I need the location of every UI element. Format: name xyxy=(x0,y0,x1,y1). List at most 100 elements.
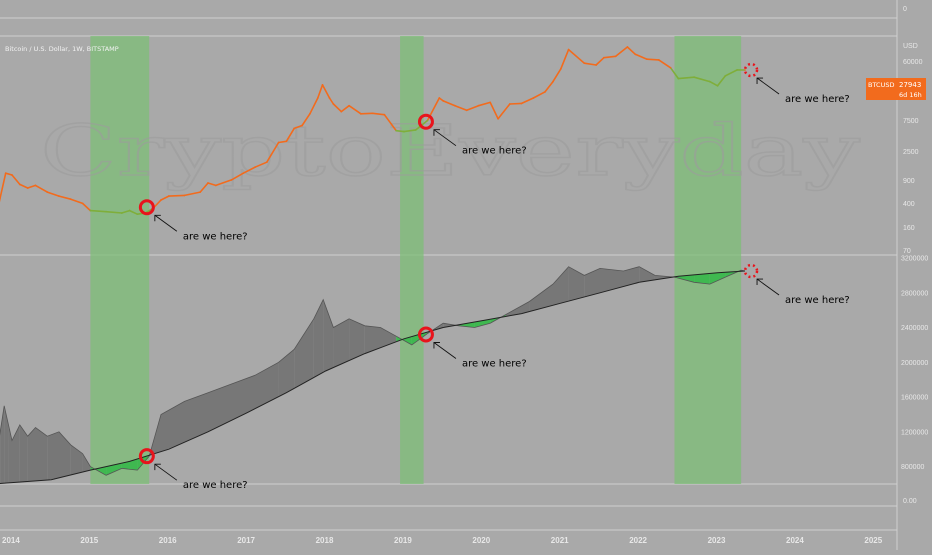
time-axis-tick: 2017 xyxy=(237,536,255,545)
price-point xyxy=(439,97,441,99)
price-point xyxy=(70,198,72,200)
time-axis-tick: 2022 xyxy=(629,536,647,545)
indicator-scale-zero-tick: 0.00 xyxy=(903,498,917,505)
price-point xyxy=(199,191,201,193)
price-point xyxy=(595,64,597,66)
price-scale-tick: 400 xyxy=(903,201,915,208)
price-line-segment xyxy=(90,211,106,212)
price-point xyxy=(568,49,570,51)
price-point xyxy=(329,97,331,99)
indicator-annotation-label-2: are we here? xyxy=(462,358,527,369)
price-point xyxy=(372,113,374,115)
indicator-area-segment xyxy=(36,428,48,481)
indicator-annotation-label-3: are we here? xyxy=(785,295,850,306)
price-scale-unit: USD xyxy=(903,43,918,50)
price-scale-tick: 70 xyxy=(903,248,911,255)
highlight-zone-3 xyxy=(674,36,741,484)
price-point xyxy=(744,69,746,71)
price-point xyxy=(678,78,680,80)
price-point xyxy=(254,166,256,168)
price-point xyxy=(670,67,672,69)
price-point xyxy=(717,85,719,87)
price-line-segment xyxy=(169,195,185,196)
highlight-zone-1 xyxy=(90,36,149,484)
time-axis-tick: 2023 xyxy=(708,536,726,545)
price-point xyxy=(560,68,562,70)
price-point xyxy=(121,212,123,214)
price-point xyxy=(19,184,21,186)
price-point xyxy=(489,102,491,104)
time-axis-tick: 2019 xyxy=(394,536,412,545)
price-point xyxy=(360,113,362,115)
price-point xyxy=(497,118,499,120)
price-annotation-label-2: are we here? xyxy=(462,146,527,157)
price-point xyxy=(82,203,84,205)
indicator-scale-tick: 1200000 xyxy=(901,429,928,436)
price-point xyxy=(215,185,217,187)
price-point xyxy=(509,103,511,105)
price-point xyxy=(395,130,397,132)
highlight-zone-2 xyxy=(400,36,424,484)
price-point xyxy=(348,105,350,107)
price-point xyxy=(658,59,660,61)
price-point xyxy=(333,103,335,105)
price-point xyxy=(693,76,695,78)
price-point xyxy=(552,81,554,83)
price-point xyxy=(309,113,311,115)
price-point xyxy=(5,172,7,174)
price-point xyxy=(736,69,738,71)
time-axis-tick: 2018 xyxy=(316,536,334,545)
price-point xyxy=(627,46,629,48)
price-scale-tick: 900 xyxy=(903,178,915,185)
price-point xyxy=(266,161,268,163)
price-point xyxy=(533,97,535,99)
price-badge-symbol: BTCUSD xyxy=(868,81,894,89)
price-point xyxy=(544,91,546,93)
price-scale-tick: 160 xyxy=(903,225,915,232)
indicator-scale-tick: 1600000 xyxy=(901,395,928,402)
price-point xyxy=(11,174,13,176)
price-point xyxy=(47,191,49,193)
price-point xyxy=(584,62,586,64)
price-point xyxy=(207,182,209,184)
price-scale-tick: 60000 xyxy=(903,59,923,66)
price-point xyxy=(725,75,727,77)
indicator-scale-tick: 2400000 xyxy=(901,325,928,332)
indicator-annotation-label-1: are we here? xyxy=(183,480,248,491)
price-point xyxy=(427,120,429,122)
price-point xyxy=(129,210,131,212)
price-point xyxy=(466,110,468,112)
price-annotation-label-1: are we here? xyxy=(183,231,248,242)
price-line-segment xyxy=(396,131,404,132)
price-line-segment xyxy=(510,103,522,104)
price-point xyxy=(278,142,280,144)
price-scale-tick: 7500 xyxy=(903,118,919,125)
price-point xyxy=(322,84,324,86)
price-point xyxy=(646,58,648,60)
price-point xyxy=(286,141,288,143)
price-annotation-label-3: are we here? xyxy=(785,94,850,105)
time-axis-tick: 2025 xyxy=(864,536,882,545)
price-point xyxy=(478,105,480,107)
indicator-area-segment xyxy=(47,432,59,480)
price-badge-countdown: 6d 16h xyxy=(899,91,922,99)
price-point xyxy=(415,129,417,131)
price-point xyxy=(317,97,319,99)
price-scale-tick: 2500 xyxy=(903,149,919,156)
price-point xyxy=(454,105,456,107)
price-point xyxy=(615,56,617,58)
price-line-segment xyxy=(647,59,659,60)
price-badge-value: 27943 xyxy=(899,81,921,89)
price-point xyxy=(35,185,37,187)
price-point xyxy=(105,211,107,213)
indicator-scale-tick: 3200000 xyxy=(901,256,928,263)
price-point xyxy=(58,195,60,197)
price-point xyxy=(521,103,523,105)
price-point xyxy=(160,199,162,201)
price-point xyxy=(293,128,295,130)
price-line-segment xyxy=(361,113,373,114)
time-axis-tick: 2016 xyxy=(159,536,177,545)
indicator-scale-tick: 800000 xyxy=(901,464,924,471)
